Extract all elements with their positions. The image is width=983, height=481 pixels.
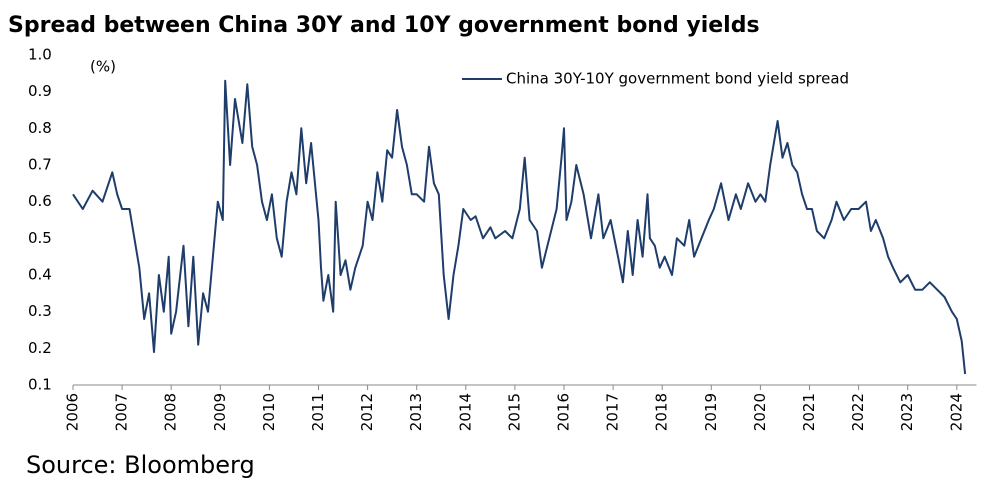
y-tick-label: 0.3 [28, 302, 52, 320]
x-tick-label: 2024 [947, 393, 965, 431]
y-tick-label: 0.2 [28, 339, 52, 357]
x-tick-label: 2022 [849, 393, 867, 431]
y-tick-label: 0.8 [28, 119, 52, 137]
source: Source: Bloomberg [26, 451, 255, 479]
y-tick-label: 0.9 [28, 82, 52, 100]
x-tick-label: 2019 [702, 393, 720, 431]
y-tick-label: 1.0 [28, 46, 52, 64]
x-tick-label: 2012 [358, 393, 376, 431]
y-tick-label: 0.6 [28, 192, 52, 210]
x-tick-label: 2009 [211, 393, 229, 431]
x-tick-label: 2008 [162, 393, 180, 431]
x-tick-label: 2011 [309, 393, 327, 431]
x-tick-label: 2018 [653, 393, 671, 431]
chart-title: Spread between China 30Y and 10Y governm… [8, 13, 760, 38]
y-unit: (%) [90, 58, 116, 76]
data-line [72, 79, 967, 375]
y-tick-label: 0.1 [28, 376, 52, 394]
x-tick-label: 2007 [113, 393, 131, 431]
x-tick-label: 2010 [260, 393, 278, 431]
x-tick-label: 2013 [407, 393, 425, 431]
x-tick-label: 2017 [604, 393, 622, 431]
x-tick-label: 2021 [800, 393, 818, 431]
x-tick-label: 2020 [751, 393, 769, 431]
x-tick-label: 2015 [505, 393, 523, 431]
y-tick-label: 0.4 [28, 266, 52, 284]
y-tick-label: 0.5 [28, 229, 52, 247]
legend-label: China 30Y-10Y government bond yield spre… [506, 70, 849, 88]
x-tick-label: 2014 [456, 393, 474, 431]
x-tick-label: 2006 [64, 393, 82, 431]
y-tick-label: 0.7 [28, 156, 52, 174]
x-tick-label: 2016 [555, 393, 573, 431]
x-tick-label: 2023 [898, 393, 916, 431]
